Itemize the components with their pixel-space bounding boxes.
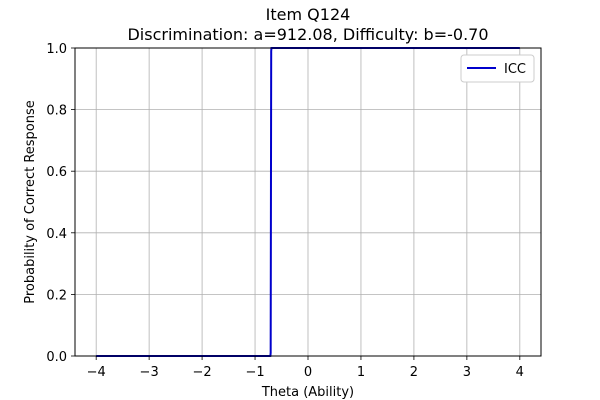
x-tick-label: 4 xyxy=(516,365,524,380)
x-tick-label: −3 xyxy=(140,365,159,380)
y-tick-label: 0.2 xyxy=(46,288,67,303)
y-tick-label: 0.4 xyxy=(46,227,67,242)
legend: ICC xyxy=(460,54,535,83)
y-tick-label: 0.8 xyxy=(46,104,67,119)
grid xyxy=(75,47,541,357)
x-axis-ticks: −4 −3 −2 −1 0 1 2 3 4 xyxy=(87,356,524,380)
x-tick-label: 2 xyxy=(410,365,418,380)
x-tick-label: −4 xyxy=(87,365,106,380)
x-tick-label: 3 xyxy=(463,365,471,380)
y-tick-label: 0.6 xyxy=(46,165,67,180)
x-tick-label: 0 xyxy=(304,365,312,380)
x-tick-label: 1 xyxy=(357,365,365,380)
y-axis-label: Probability of Correct Response xyxy=(23,100,38,304)
x-tick-label: −1 xyxy=(245,365,264,380)
x-axis-label: Theta (Ability) xyxy=(261,385,354,400)
x-tick-label: −2 xyxy=(193,365,212,380)
y-tick-label: 0.0 xyxy=(46,350,67,365)
chart-title-line1: Item Q124 xyxy=(266,5,351,24)
y-axis-ticks: 0.0 0.2 0.4 0.6 0.8 1.0 xyxy=(46,42,75,365)
chart-title-line2: Discrimination: a=912.08, Difficulty: b=… xyxy=(127,25,488,44)
y-tick-label: 1.0 xyxy=(46,42,67,57)
legend-box xyxy=(460,54,535,83)
legend-label-icc: ICC xyxy=(504,62,526,77)
